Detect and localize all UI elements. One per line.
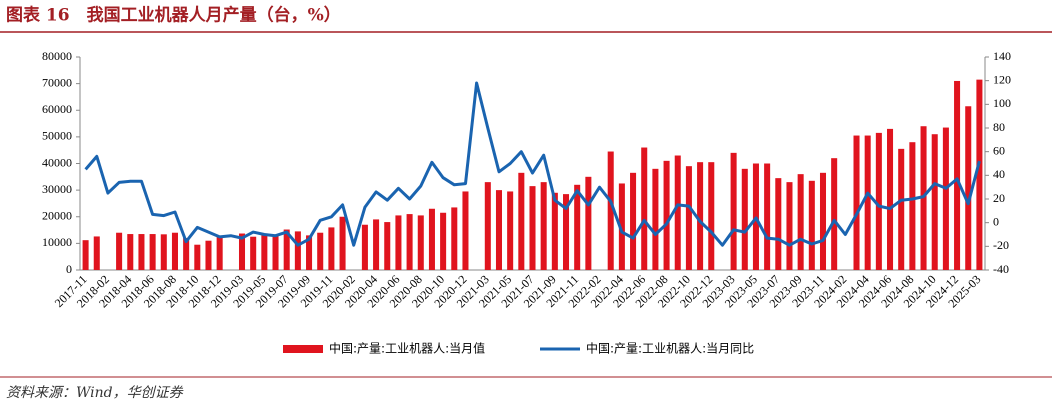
bar [540, 182, 547, 270]
bar [898, 148, 905, 270]
bar [250, 236, 257, 270]
bar [406, 214, 413, 270]
bar [216, 236, 223, 270]
bar [93, 236, 100, 270]
bar [775, 178, 782, 270]
bar [261, 235, 268, 270]
bar [205, 240, 212, 270]
bar [875, 132, 882, 270]
bar [630, 172, 637, 270]
bar [808, 180, 815, 270]
bar [484, 182, 491, 270]
bar [976, 79, 983, 270]
bar [116, 232, 123, 270]
bar [283, 229, 290, 270]
y-tick-label: 60000 [42, 102, 72, 116]
bar [373, 219, 380, 270]
bar [585, 176, 592, 270]
bar [730, 152, 737, 270]
y-tick-label: 50000 [42, 129, 72, 143]
bar [574, 184, 581, 270]
bar [909, 142, 916, 270]
bar [306, 235, 313, 270]
bar [764, 163, 771, 270]
y-tick-label: 70000 [42, 75, 72, 89]
bar [641, 147, 648, 270]
y2-tick-label: 120 [993, 72, 1011, 86]
bar [138, 234, 145, 270]
bar [428, 208, 435, 270]
y2-tick-label: 140 [993, 49, 1011, 63]
bar [395, 215, 402, 270]
bar [864, 135, 871, 270]
bar [194, 244, 201, 270]
legend-label: 中国:产量:工业机器人:当月值 [329, 341, 485, 356]
bar [361, 224, 368, 270]
bar [495, 190, 502, 270]
bar [462, 191, 469, 270]
bar [674, 155, 681, 270]
y2-tick-label: 60 [993, 143, 1005, 157]
bar [708, 162, 715, 270]
bar [942, 127, 949, 271]
bar [741, 168, 748, 270]
line [84, 81, 981, 247]
bar [440, 212, 447, 270]
chart-title: 图表 16 我国工业机器人月产量（台，%） [6, 5, 341, 26]
y2-tick-label: 80 [993, 120, 1005, 134]
bar [417, 215, 424, 270]
y-tick-label: 10000 [42, 235, 72, 249]
legend-label: 中国:产量:工业机器人:当月同比 [586, 341, 754, 356]
bar [294, 231, 301, 270]
bar [551, 192, 558, 270]
bar [954, 80, 961, 271]
y2-tick-label: 40 [993, 167, 1005, 181]
y2-tick-label: 100 [993, 96, 1011, 110]
bar [831, 158, 838, 270]
bar [607, 151, 614, 270]
y-tick-label: 20000 [42, 209, 72, 223]
bar [82, 240, 89, 270]
bar [819, 172, 827, 270]
bar [618, 183, 625, 270]
bar [652, 168, 659, 270]
bar [518, 172, 525, 270]
bar [931, 134, 938, 270]
y-tick-label: 80000 [42, 49, 72, 63]
bar [339, 216, 346, 270]
bar [786, 182, 793, 270]
bar [887, 128, 894, 270]
y2-tick-label: 20 [993, 191, 1005, 205]
bar [149, 234, 156, 270]
legend-swatch [283, 345, 323, 353]
y2-tick-label: -20 [993, 238, 1009, 252]
y-tick-label: 30000 [42, 182, 72, 196]
bar [507, 191, 514, 270]
y-tick-label: 40000 [42, 155, 72, 169]
y-tick-label: 0 [66, 262, 72, 276]
bar [238, 233, 246, 270]
source: 资料来源：Wind，华创证券 [6, 385, 184, 401]
bar [160, 234, 167, 270]
bar [697, 162, 704, 270]
bar [127, 234, 134, 270]
bar [685, 166, 692, 270]
bar [384, 222, 391, 270]
bar [328, 227, 335, 270]
bar [797, 174, 804, 270]
y2-tick-label: -40 [993, 262, 1009, 276]
bar [529, 186, 536, 270]
bar [183, 238, 190, 270]
bar [663, 160, 670, 270]
bar [272, 235, 279, 270]
bar [451, 207, 458, 270]
bar [317, 232, 324, 270]
bar [171, 232, 178, 270]
bar [853, 135, 860, 270]
bar [965, 106, 972, 270]
bar [563, 194, 570, 270]
y2-tick-label: 0 [993, 214, 999, 228]
